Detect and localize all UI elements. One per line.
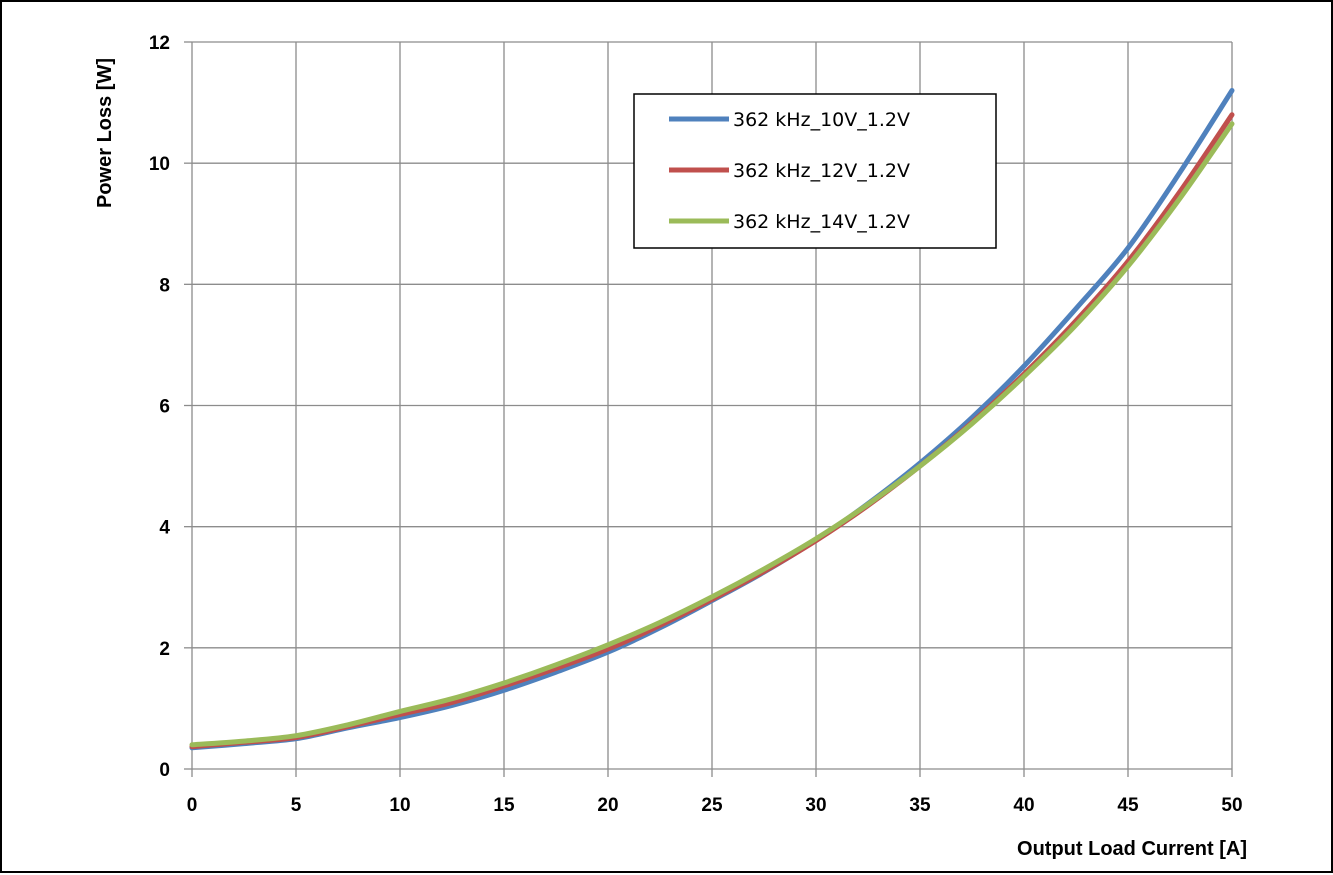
y-tick-label: 8 <box>159 275 170 296</box>
x-tick-label: 15 <box>493 795 515 816</box>
y-tick-label: 4 <box>159 518 170 539</box>
series-lines <box>189 88 1235 751</box>
y-tick-label: 10 <box>149 154 170 175</box>
y-tick-label: 12 <box>149 33 170 54</box>
x-tick-label: 0 <box>187 795 198 816</box>
x-tick-label: 25 <box>701 795 723 816</box>
y-tick-label: 0 <box>159 760 170 781</box>
x-axis-title: Output Load Current [A] <box>1017 838 1247 860</box>
x-tick-labels: 0 5 10 15 20 25 30 35 40 45 50 <box>187 795 1243 816</box>
legend-label-1: 362 kHz_10V_1.2V <box>733 109 910 131</box>
x-tick-label: 50 <box>1221 795 1242 816</box>
y-axis-title: Power Loss [W] <box>94 58 116 208</box>
y-tick-label: 6 <box>159 397 170 418</box>
series-line-3 <box>189 121 1235 748</box>
x-tick-label: 45 <box>1117 795 1139 816</box>
x-tick-label: 40 <box>1013 795 1034 816</box>
y-tick-label: 2 <box>159 639 170 660</box>
legend-label-3: 362 kHz_14V_1.2V <box>733 211 910 233</box>
x-tick-label: 5 <box>291 795 302 816</box>
legend-label-2: 362 kHz_12V_1.2V <box>733 160 910 182</box>
x-tick-label: 20 <box>597 795 618 816</box>
x-tick-label: 30 <box>805 795 826 816</box>
x-tick-label: 35 <box>909 795 931 816</box>
y-tick-labels: 0 2 4 6 8 10 12 <box>149 33 171 781</box>
legend: 362 kHz_10V_1.2V 362 kHz_12V_1.2V 362 kHz_… <box>633 93 997 249</box>
x-tick-label: 10 <box>389 795 410 816</box>
